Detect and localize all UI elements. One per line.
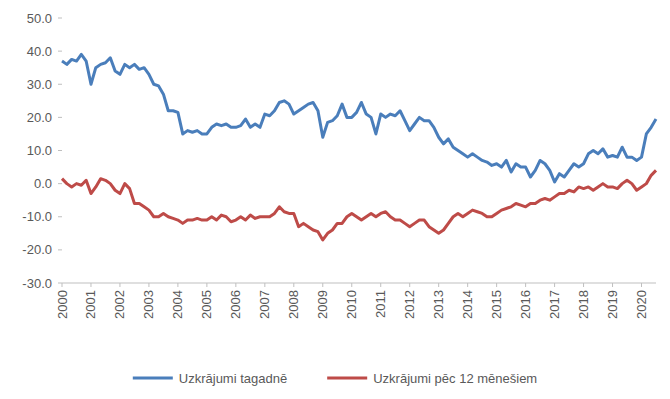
x-tick [409, 283, 410, 287]
y-tick-label: 20.0 [27, 110, 52, 125]
grid [58, 18, 62, 283]
x-tick [90, 283, 91, 287]
x-tick-label: 2004 [170, 290, 185, 319]
chart: -30.0 -20.0 -10.0 0.0 10.0 20.0 30.0 40.0 50.0 20… [0, 0, 670, 399]
y-tick [58, 117, 62, 118]
y-tick [58, 283, 62, 284]
x-tick [148, 283, 149, 287]
x-tick-label: 2006 [228, 290, 243, 319]
x-tick [235, 283, 236, 287]
x-tick-label: 2002 [112, 290, 127, 319]
x-tick [583, 283, 584, 287]
x-tick [525, 283, 526, 287]
x-tick-label: 2008 [286, 290, 301, 319]
x-tick-label: 2020 [634, 290, 649, 319]
x-tick-label: 2014 [460, 290, 475, 319]
x-tick [612, 283, 613, 287]
x-tick [380, 283, 381, 287]
x-tick-label: 2009 [315, 290, 330, 319]
x-tick-label: 2001 [83, 290, 98, 319]
y-tick-label: 0.0 [34, 176, 52, 191]
y-tick [58, 84, 62, 85]
x-tick [467, 283, 468, 287]
x-tick [293, 283, 294, 287]
x-tick [322, 283, 323, 287]
x-tick [496, 283, 497, 287]
y-tick-label: -20.0 [22, 242, 52, 257]
y-tick-label: -30.0 [22, 276, 52, 291]
x-tick-label: 2011 [373, 290, 388, 318]
legend-label: Uzkrājumi tagadnē [179, 371, 287, 386]
x-tick-label: 2018 [576, 290, 591, 319]
x-tick-label: 2015 [489, 290, 504, 319]
x-tick [554, 283, 555, 287]
x-tick-label: 2003 [141, 290, 156, 319]
y-tick-label: 10.0 [27, 143, 52, 158]
x-axis [62, 283, 656, 284]
y-tick [58, 249, 62, 250]
legend: Uzkrājumi tagadnē Uzkrājumi pēc 12 mēneši… [133, 371, 537, 386]
x-tick [206, 283, 207, 287]
x-tick-label: 2012 [402, 290, 417, 319]
x-tick [438, 283, 439, 287]
x-tick-label: 2007 [257, 290, 272, 319]
y-tick-label: 50.0 [27, 11, 52, 26]
x-tick-label: 2019 [605, 290, 620, 319]
x-tick-label: 2013 [431, 290, 446, 319]
x-tick [119, 283, 120, 287]
x-tick-label: 2010 [344, 290, 359, 319]
x-tick [641, 283, 642, 287]
series-line [62, 54, 656, 182]
x-tick-label: 2000 [55, 290, 70, 319]
y-tick-label: -10.0 [22, 209, 52, 224]
x-tick-label: 2005 [199, 290, 214, 319]
series-group [62, 54, 656, 240]
y-tick [58, 51, 62, 52]
y-tick [58, 18, 62, 19]
series-line [62, 170, 656, 240]
y-tick [58, 150, 62, 151]
x-tick [177, 283, 178, 287]
legend-swatch [133, 377, 173, 380]
y-tick [58, 216, 62, 217]
y-tick-label: 40.0 [27, 44, 52, 59]
x-tick [62, 283, 63, 287]
x-tick-label: 2016 [518, 290, 533, 319]
y-tick-label: 30.0 [27, 77, 52, 92]
legend-swatch [327, 377, 367, 380]
x-tick-label: 2017 [547, 290, 562, 319]
x-tick [351, 283, 352, 287]
x-tick [264, 283, 265, 287]
y-tick [58, 183, 62, 184]
legend-label: Uzkrājumi pēc 12 mēnešiem [373, 371, 537, 386]
